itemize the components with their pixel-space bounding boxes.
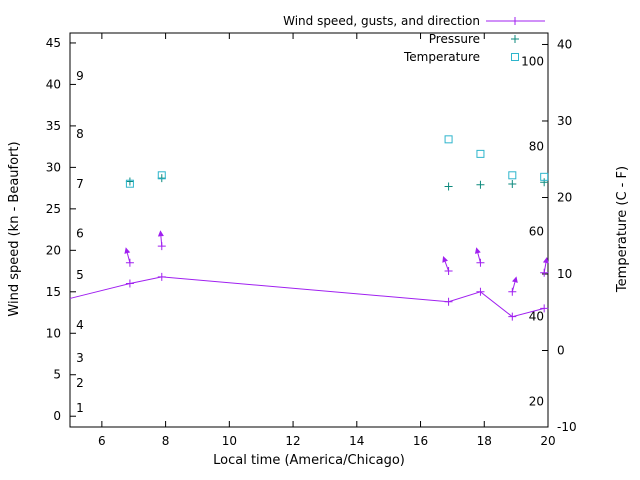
svg-text:10: 10 (557, 267, 572, 281)
legend-key-pressure-icon (511, 35, 519, 43)
svg-text:45: 45 (46, 36, 61, 50)
legend-key-samples (486, 17, 545, 61)
wind-direction-arrows (124, 230, 549, 292)
y-left-axis-label: Wind speed (kn - Beaufort) (7, 141, 22, 317)
svg-text:6: 6 (76, 227, 84, 241)
wind-speed-series (69, 272, 549, 321)
svg-text:10: 10 (222, 434, 237, 448)
svg-text:10: 10 (46, 326, 61, 340)
svg-text:100: 100 (521, 54, 544, 68)
beaufort-scale-labels: 1 2 3 4 5 6 7 8 9 (76, 69, 84, 415)
svg-text:40: 40 (557, 37, 572, 51)
svg-text:40: 40 (529, 309, 544, 323)
svg-text:20: 20 (540, 434, 555, 448)
legend-label-wind: Wind speed, gusts, and direction (283, 14, 480, 28)
svg-text:5: 5 (76, 268, 84, 282)
svg-text:18: 18 (477, 434, 492, 448)
legend-item-pressure: Pressure (0, 30, 480, 48)
legend-label-temperature: Temperature (403, 50, 480, 64)
legend-item-wind: Wind speed, gusts, and direction (0, 12, 480, 30)
svg-text:-10: -10 (557, 420, 577, 434)
axis-ticks (70, 33, 549, 428)
chart-legend: Wind speed, gusts, and direction Pressur… (0, 12, 480, 66)
svg-text:6: 6 (98, 434, 106, 448)
svg-text:0: 0 (557, 343, 565, 357)
y-right-axis-label: Temperature (C - F) (615, 165, 630, 293)
svg-text:3: 3 (76, 351, 84, 365)
svg-text:4: 4 (76, 318, 84, 332)
svg-text:9: 9 (76, 69, 84, 83)
legend-key-wind-icon (511, 17, 519, 25)
svg-text:5: 5 (53, 368, 61, 382)
svg-text:7: 7 (76, 177, 84, 191)
tick-labels: 6 8 10 12 14 16 18 20051015202530354045-1001020… (46, 36, 577, 448)
svg-text:8: 8 (76, 127, 84, 141)
svg-text:15: 15 (46, 285, 61, 299)
svg-text:2: 2 (76, 376, 84, 390)
svg-text:40: 40 (46, 77, 61, 91)
legend-item-temperature: Temperature (0, 48, 480, 66)
svg-text:20: 20 (557, 190, 572, 204)
svg-text:80: 80 (529, 139, 544, 153)
svg-text:0: 0 (53, 409, 61, 423)
x-axis-label: Local time (America/Chicago) (213, 453, 405, 468)
legend-key-temperature-icon (511, 53, 519, 61)
svg-text:1: 1 (76, 401, 84, 415)
svg-text:30: 30 (557, 114, 572, 128)
svg-text:20: 20 (529, 394, 544, 408)
svg-text:12: 12 (285, 434, 300, 448)
svg-text:60: 60 (529, 224, 544, 238)
svg-text:25: 25 (46, 202, 61, 216)
svg-text:20: 20 (46, 243, 61, 257)
svg-text:8: 8 (162, 434, 170, 448)
pressure-series (125, 174, 549, 191)
wind-gusts-series (125, 242, 549, 296)
svg-text:30: 30 (46, 160, 61, 174)
temperature-series (125, 135, 549, 188)
plot-frame (69, 32, 549, 428)
svg-text:16: 16 (413, 434, 428, 448)
legend-label-pressure: Pressure (428, 32, 480, 46)
svg-text:14: 14 (349, 434, 364, 448)
fahrenheit-scale-labels: 20 40 60 80 100 (521, 54, 544, 408)
svg-text:35: 35 (46, 119, 61, 133)
